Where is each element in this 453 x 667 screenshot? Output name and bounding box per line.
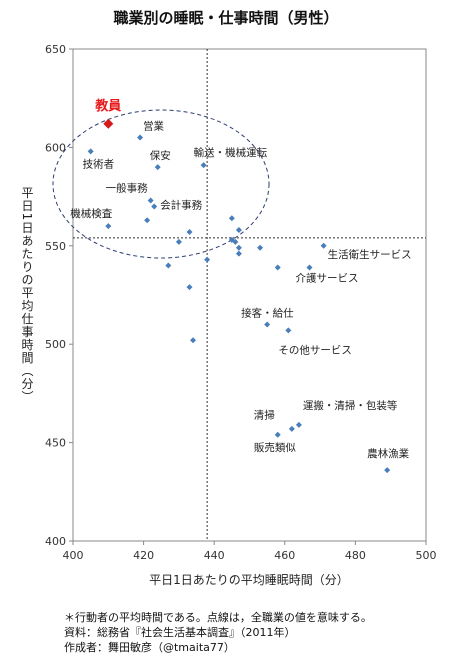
data-point bbox=[320, 242, 327, 249]
x-tick-label: 460 bbox=[274, 549, 295, 562]
data-point-label: 営業 bbox=[143, 120, 164, 133]
data-point bbox=[384, 467, 391, 474]
chart-notes: ＊行動者の平均時間である。点線は，全職業の値を意味する。 資料：総務省『社会生活… bbox=[64, 610, 444, 655]
data-point bbox=[144, 217, 151, 224]
data-point bbox=[200, 162, 207, 169]
x-axis-label: 平日1日あたりの平均睡眠時間（分） bbox=[149, 573, 349, 587]
data-point-label: 機械検査 bbox=[70, 207, 112, 220]
data-point bbox=[87, 148, 94, 155]
data-point-label: 一般事務 bbox=[106, 182, 148, 195]
note-author: 作成者：舞田敏彦（@tmaita77） bbox=[64, 641, 235, 654]
data-point bbox=[165, 262, 172, 269]
data-point bbox=[235, 244, 242, 251]
data-point bbox=[274, 431, 281, 438]
data-point bbox=[288, 425, 295, 432]
data-point bbox=[257, 244, 264, 251]
y-axis-label: 平日1日あたりの平均仕事時間（分） bbox=[20, 187, 34, 404]
data-point-label: 介護サービス bbox=[296, 271, 359, 284]
data-point-label: 清掃 bbox=[254, 409, 275, 422]
data-point-label: 会計事務 bbox=[160, 198, 202, 211]
data-point-label: 技術者 bbox=[83, 157, 115, 170]
highlight-label: 教員 bbox=[94, 98, 121, 114]
y-tick-label: 500 bbox=[45, 338, 66, 351]
data-point bbox=[285, 327, 292, 334]
data-point bbox=[105, 223, 112, 230]
x-tick-label: 480 bbox=[345, 549, 366, 562]
data-point-label: 輸送・機械運転 bbox=[194, 146, 268, 159]
data-point bbox=[147, 197, 154, 204]
data-point bbox=[175, 238, 182, 245]
highlight-ellipse bbox=[52, 109, 270, 259]
data-point bbox=[232, 238, 239, 245]
data-point bbox=[274, 264, 281, 271]
data-point bbox=[235, 227, 242, 234]
plot-frame bbox=[72, 48, 427, 542]
note-source: 資料：総務省『社会生活基本調査』（2011年） bbox=[64, 626, 296, 639]
x-tick-label: 420 bbox=[133, 549, 154, 562]
data-point bbox=[186, 284, 193, 291]
chart-title: 職業別の睡眠・仕事時間（男性） bbox=[113, 9, 338, 27]
data-point-label: 生活衛生サービス bbox=[328, 248, 412, 261]
data-point-label: 販売類似 bbox=[254, 441, 296, 454]
x-tick-label: 440 bbox=[204, 549, 225, 562]
note-definition: ＊行動者の平均時間である。点線は，全職業の値を意味する。 bbox=[64, 611, 372, 624]
data-point bbox=[295, 421, 302, 428]
y-tick-label: 600 bbox=[45, 141, 66, 154]
data-point bbox=[228, 215, 235, 222]
y-tick-label: 400 bbox=[45, 535, 66, 548]
y-tick-label: 450 bbox=[45, 437, 66, 450]
data-point bbox=[264, 321, 271, 328]
y-tick-label: 550 bbox=[45, 240, 66, 253]
y-tick-label: 650 bbox=[45, 43, 66, 56]
data-point bbox=[154, 164, 161, 171]
data-point bbox=[186, 229, 193, 236]
data-point bbox=[151, 203, 158, 210]
data-point bbox=[137, 134, 144, 141]
data-point-label: 保安 bbox=[150, 149, 171, 162]
x-tick-label: 500 bbox=[416, 549, 437, 562]
data-point-label: その他サービス bbox=[278, 343, 352, 356]
data-point bbox=[204, 256, 211, 263]
data-point-label: 接客・給仕 bbox=[241, 307, 294, 320]
data-point bbox=[235, 250, 242, 257]
x-tick-label: 400 bbox=[63, 549, 84, 562]
data-point-label: 農林漁業 bbox=[367, 447, 409, 460]
data-point-label: 運搬・清掃・包装等 bbox=[303, 399, 398, 412]
data-point bbox=[306, 264, 313, 271]
plot-area: 400 420 440 460 480 500 400 450 500 550 600 650 技術者 営… bbox=[45, 43, 437, 562]
highlight-point bbox=[103, 118, 114, 129]
data-point bbox=[190, 337, 197, 344]
